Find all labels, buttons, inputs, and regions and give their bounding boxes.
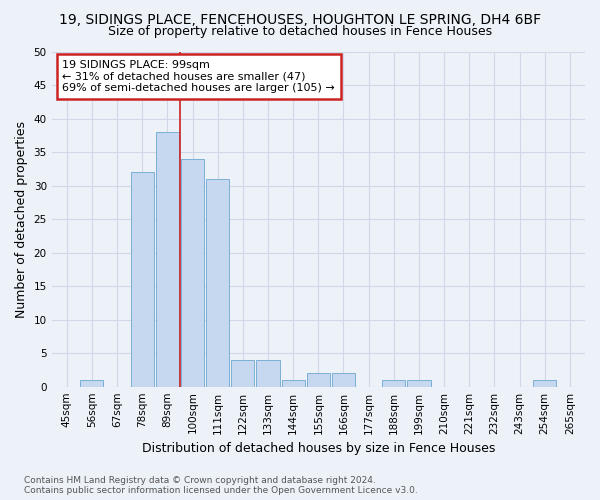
X-axis label: Distribution of detached houses by size in Fence Houses: Distribution of detached houses by size … (142, 442, 495, 455)
Bar (131, 172, 154, 386)
Text: Contains public sector information licensed under the Open Government Licence v3: Contains public sector information licen… (24, 486, 418, 495)
Bar (156, 132, 179, 386)
Bar (407, 380, 431, 386)
Y-axis label: Number of detached properties: Number of detached properties (15, 120, 28, 318)
Text: 19, SIDINGS PLACE, FENCEHOUSES, HOUGHTON LE SPRING, DH4 6BF: 19, SIDINGS PLACE, FENCEHOUSES, HOUGHTON… (59, 12, 541, 26)
Bar (80, 380, 103, 386)
Bar (231, 360, 254, 386)
Bar (206, 179, 229, 386)
Bar (256, 360, 280, 386)
Text: Size of property relative to detached houses in Fence Houses: Size of property relative to detached ho… (108, 25, 492, 38)
Text: 19 SIDINGS PLACE: 99sqm
← 31% of detached houses are smaller (47)
69% of semi-de: 19 SIDINGS PLACE: 99sqm ← 31% of detache… (62, 60, 335, 93)
Bar (307, 374, 330, 386)
Bar (382, 380, 406, 386)
Text: Contains HM Land Registry data © Crown copyright and database right 2024.: Contains HM Land Registry data © Crown c… (24, 476, 376, 485)
Bar (181, 159, 204, 386)
Bar (281, 380, 305, 386)
Bar (533, 380, 556, 386)
Bar (332, 374, 355, 386)
